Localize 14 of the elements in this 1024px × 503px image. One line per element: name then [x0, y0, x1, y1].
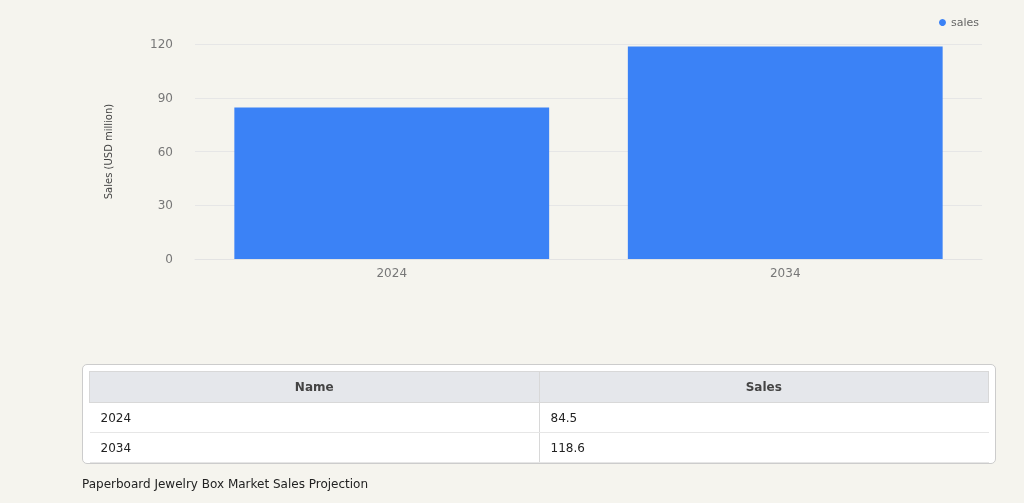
text: Paperboard Jewelry Box Market Sales Projection	[82, 477, 369, 491]
legend-label: sales	[950, 16, 980, 29]
text: Name	[89, 371, 539, 403]
text: Sales	[539, 371, 989, 403]
y-tick-label: 30	[157, 198, 173, 213]
y-tick-label: 0	[165, 252, 173, 266]
text: 2034	[89, 432, 539, 463]
y-tick-label: 90	[157, 90, 173, 105]
y-axis-title: Sales (USD million)	[102, 103, 114, 200]
text: 2024	[89, 402, 539, 433]
text: 118.6	[539, 432, 989, 463]
y-tick-label: 60	[157, 144, 173, 159]
y-tick-label: 120	[150, 37, 173, 51]
text: 84.5	[539, 402, 989, 433]
